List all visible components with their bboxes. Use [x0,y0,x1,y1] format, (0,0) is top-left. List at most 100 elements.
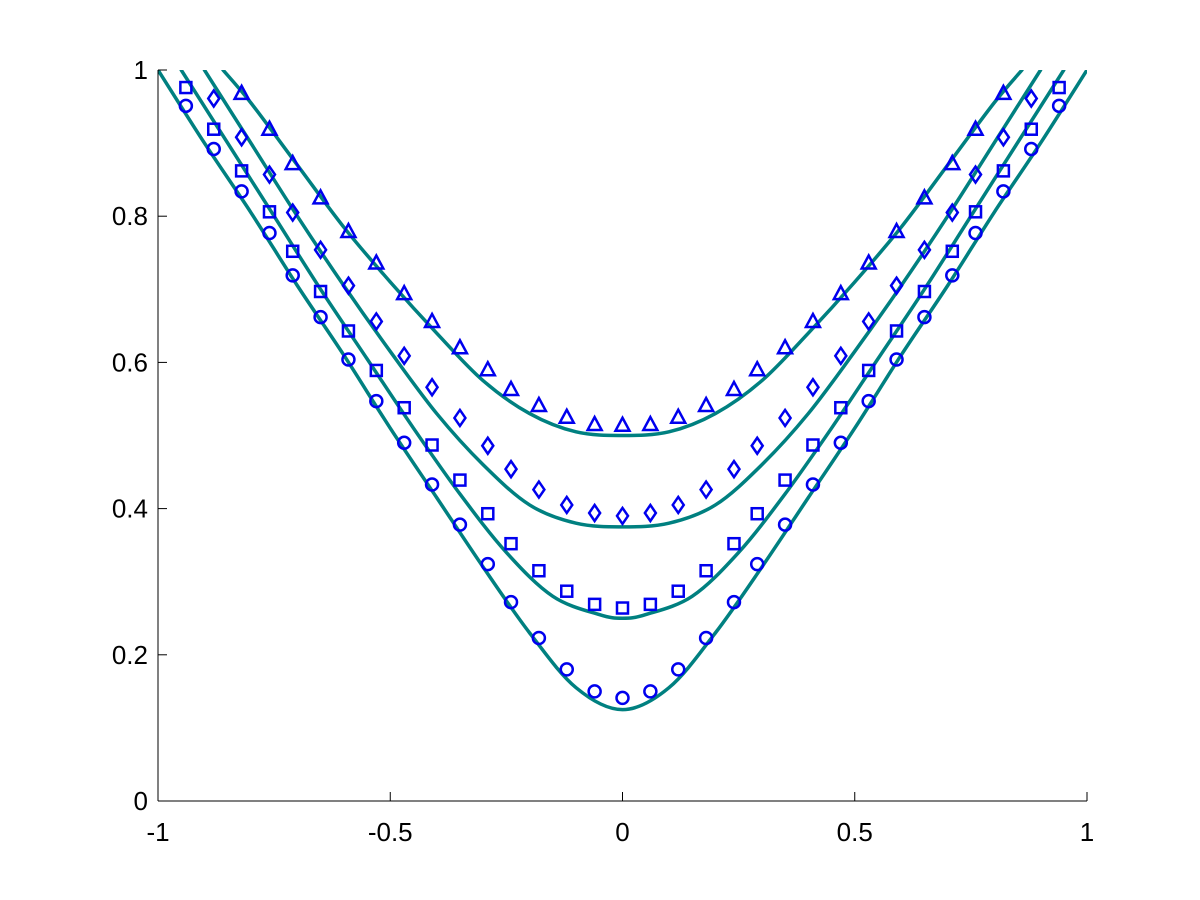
triangle-marker [311,187,330,205]
fit-line-1 [158,70,1087,712]
fit-line-3 [202,70,1043,529]
circle-marker [262,225,277,241]
square-marker [750,506,764,521]
diamond-marker [1024,88,1039,109]
diamond-marker [587,502,602,524]
triangle-marker [697,395,716,413]
data-markers [178,80,1067,706]
series-square [179,80,1066,615]
y-tick-label: 0.6 [112,347,148,377]
diamond-marker [452,407,467,429]
diamond-marker [559,494,574,516]
diamond-marker [397,345,412,367]
series-diamond [206,88,1039,527]
diamond-marker [341,275,356,296]
triangle-marker [887,221,906,239]
square-marker [234,164,249,178]
circle-marker [996,184,1011,199]
series-circle [178,98,1067,706]
circle-marker [587,684,602,699]
circle-marker [889,352,904,367]
square-marker [671,584,685,598]
diamond-marker [996,127,1011,148]
square-marker [945,244,960,259]
triangle-marker [501,379,521,397]
square-marker [834,400,848,415]
diamond-marker [285,202,300,223]
square-marker [587,597,602,612]
square-marker [179,80,193,95]
triangle-marker [859,252,878,270]
diamond-marker [861,311,876,332]
triangle-marker [395,283,414,301]
circle-marker [805,477,821,492]
diamond-marker [615,505,630,527]
circle-marker [503,594,519,610]
triangle-marker [232,83,251,101]
square-marker [262,205,277,219]
x-tick-label: 1 [1080,817,1094,847]
diamond-marker [504,458,519,480]
triangle-marker [669,407,688,424]
fit-line-4 [221,70,1024,438]
square-marker [397,400,411,415]
square-marker [453,473,467,487]
diamond-marker [313,239,328,261]
triangle-marker [422,311,442,329]
diamond-marker [425,377,440,398]
diamond-marker [643,502,658,524]
square-marker [1024,122,1039,136]
circle-marker [480,556,496,572]
series-triangle [232,83,1013,433]
square-marker [369,363,384,378]
circle-marker [777,517,793,532]
square-marker [968,205,983,219]
diamond-marker [531,479,546,500]
diamond-marker [945,202,960,223]
circle-marker [698,630,714,646]
circle-marker [643,684,658,699]
y-tick-label: 0.2 [112,640,148,670]
circle-marker [1051,98,1067,114]
diamond-marker [671,494,686,516]
triangle-marker [775,337,795,355]
circle-marker [1024,141,1039,157]
circle-marker [178,98,194,114]
triangle-marker [529,395,548,413]
triangle-marker [613,415,632,433]
circle-marker [833,435,849,451]
square-marker [615,601,630,615]
square-marker [643,597,658,612]
square-marker [560,584,574,598]
diamond-marker [234,127,249,148]
y-tick-label: 0.4 [112,494,148,524]
square-marker [313,284,328,299]
circle-marker [313,309,328,325]
diamond-marker [726,458,741,480]
circle-marker [917,309,932,325]
square-marker [481,506,495,521]
triangle-marker [748,359,767,377]
diamond-marker [778,407,793,429]
triangle-marker [260,119,279,136]
square-marker [285,244,300,259]
x-tick-label: 0.5 [837,817,873,847]
triangle-marker [557,407,576,424]
triangle-marker [943,153,962,171]
circle-marker [206,141,221,157]
triangle-marker [478,359,497,377]
diamond-marker [833,345,848,367]
square-marker [889,324,904,338]
circle-marker [726,594,742,610]
square-marker [996,164,1011,178]
square-marker [861,363,876,378]
diamond-marker [699,479,714,500]
x-tick-label: -1 [146,817,169,847]
square-marker [341,324,356,338]
x-tick-label: -0.5 [368,817,413,847]
diamond-marker [805,377,820,398]
triangle-marker [450,337,470,355]
square-marker [917,284,932,299]
